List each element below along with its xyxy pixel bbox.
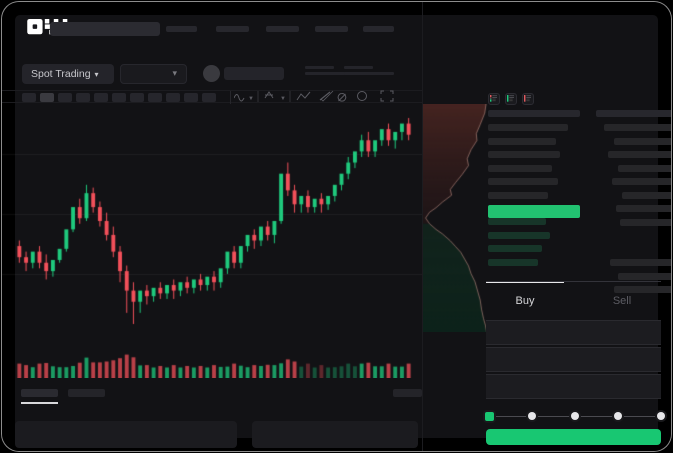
svg-text:▼: ▼ bbox=[280, 96, 286, 102]
svg-text:▼: ▼ bbox=[248, 96, 254, 102]
